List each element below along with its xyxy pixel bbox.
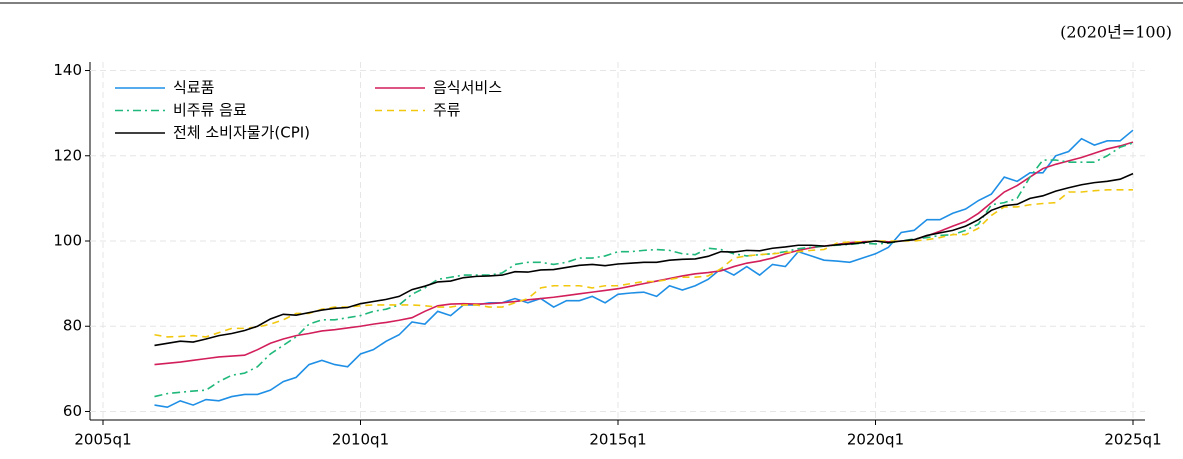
legend-label: 주류 <box>433 101 461 119</box>
unit-note: (2020년=100) <box>1060 23 1172 42</box>
legend-label: 식료품 <box>173 79 214 97</box>
x-tick-label: 2025q1 <box>1104 431 1161 449</box>
y-tick-label: 120 <box>53 146 82 164</box>
series-line <box>154 142 1134 398</box>
series-line <box>154 129 1134 409</box>
y-tick-label: 140 <box>53 61 82 79</box>
series-line <box>154 172 1134 347</box>
y-tick-label: 60 <box>63 402 82 420</box>
x-tick-label: 2015q1 <box>589 431 646 449</box>
x-tick-label: 2005q1 <box>74 431 131 449</box>
series-line <box>154 141 1134 366</box>
legend-label: 음식서비스 <box>433 79 502 97</box>
y-tick-label: 80 <box>63 317 82 335</box>
x-tick-label: 2010q1 <box>332 431 389 449</box>
legend-label: 비주류 음료 <box>173 101 247 119</box>
legend-label: 전체 소비자물가(CPI) <box>173 124 310 142</box>
x-tick-label: 2020q1 <box>847 431 904 449</box>
y-tick-label: 100 <box>53 232 82 250</box>
